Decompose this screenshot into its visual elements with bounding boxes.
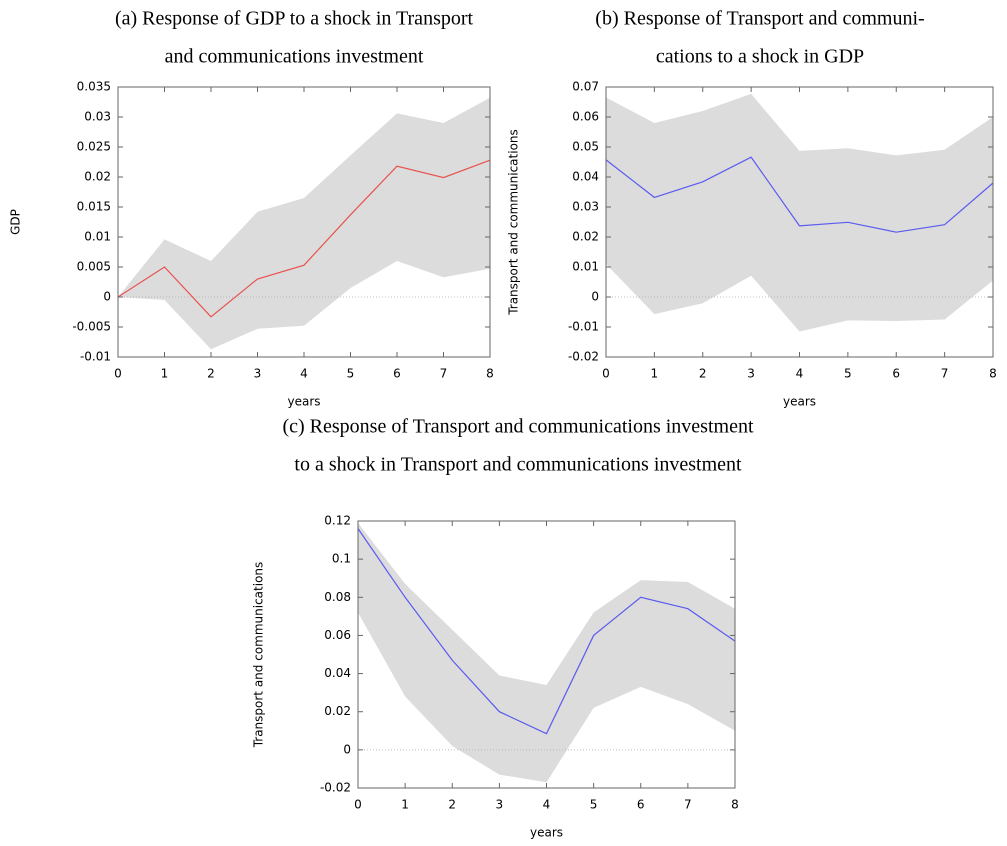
x-tick-label: 5 xyxy=(347,367,355,381)
irf-line xyxy=(357,528,736,735)
confidence-band xyxy=(606,93,993,332)
chart-caption: to a shock in Transport and communicatio… xyxy=(294,454,742,476)
x-tick-label: 1 xyxy=(651,367,659,381)
y-tick-label: 0.015 xyxy=(77,200,111,214)
y-tick-label: 0.06 xyxy=(572,110,599,124)
y-tick-label: 0.03 xyxy=(572,200,599,214)
x-tick-label: 0 xyxy=(114,367,122,381)
x-tick-label: 4 xyxy=(796,367,804,381)
y-tick-label: 0.02 xyxy=(84,170,111,184)
x-tick-label: 7 xyxy=(941,367,949,381)
x-tick-label: 8 xyxy=(486,367,494,381)
y-tick-label: -0.01 xyxy=(568,320,599,334)
y-tick-label: 0.12 xyxy=(324,514,351,528)
y-tick-label: 0.08 xyxy=(324,590,351,604)
y-tick-label: 0 xyxy=(591,290,599,304)
x-axis-label: years xyxy=(530,826,563,840)
x-tick-label: 3 xyxy=(254,367,262,381)
y-tick-label: 0.005 xyxy=(77,260,111,274)
x-tick-label: 2 xyxy=(207,367,215,381)
chart-caption: (c) Response of Transport and communicat… xyxy=(282,416,753,438)
x-tick-label: 4 xyxy=(543,798,551,812)
y-tick-label: 0.02 xyxy=(324,704,351,718)
confidence-band xyxy=(118,97,490,350)
irf-line xyxy=(605,156,994,233)
x-tick-label: 7 xyxy=(440,367,448,381)
x-tick-label: 0 xyxy=(354,798,362,812)
y-tick-label: 0.1 xyxy=(332,552,351,566)
x-tick-label: 8 xyxy=(731,798,739,812)
y-tick-label: 0.01 xyxy=(572,260,599,274)
y-tick-label: 0.025 xyxy=(77,140,111,154)
y-tick-label: -0.02 xyxy=(568,350,599,364)
x-tick-label: 2 xyxy=(448,798,456,812)
y-tick-label: 0.07 xyxy=(572,80,599,94)
x-tick-label: 5 xyxy=(590,798,598,812)
x-tick-label: 0 xyxy=(602,367,610,381)
chart-caption: and communications investment xyxy=(165,46,424,68)
y-axis-label: GDP xyxy=(9,209,23,235)
x-tick-label: 3 xyxy=(496,798,504,812)
y-tick-label: -0.005 xyxy=(72,320,111,334)
irf-line xyxy=(117,159,491,318)
chart-caption: (b) Response of Transport and communi- xyxy=(595,8,924,30)
x-axis-label: years xyxy=(783,395,816,409)
y-tick-label: 0.01 xyxy=(84,230,111,244)
y-tick-label: 0.03 xyxy=(84,110,111,124)
x-tick-label: 1 xyxy=(401,798,409,812)
y-tick-label: 0.04 xyxy=(324,666,351,680)
x-tick-label: 6 xyxy=(393,367,401,381)
x-tick-label: 6 xyxy=(637,798,645,812)
chart-caption: cations to a shock in GDP xyxy=(656,46,864,68)
x-tick-label: 5 xyxy=(844,367,852,381)
y-tick-label: 0.06 xyxy=(324,628,351,642)
x-tick-label: 6 xyxy=(892,367,900,381)
x-tick-label: 8 xyxy=(989,367,997,381)
y-tick-label: -0.01 xyxy=(80,350,111,364)
x-tick-label: 2 xyxy=(699,367,707,381)
y-tick-label: 0.035 xyxy=(77,80,111,94)
y-axis-label: Transport and communications xyxy=(252,562,266,749)
y-tick-label: 0 xyxy=(103,290,111,304)
chart-caption: (a) Response of GDP to a shock in Transp… xyxy=(115,8,474,30)
y-tick-label: 0.02 xyxy=(572,230,599,244)
confidence-band xyxy=(358,522,735,783)
y-tick-label: 0 xyxy=(343,742,351,756)
y-tick-label: -0.02 xyxy=(320,781,351,795)
x-tick-label: 4 xyxy=(300,367,308,381)
y-tick-label: 0.04 xyxy=(572,170,599,184)
y-axis-label: Transport and communications xyxy=(507,129,521,316)
x-axis-label: years xyxy=(287,395,320,409)
x-tick-label: 7 xyxy=(684,798,692,812)
x-tick-label: 3 xyxy=(747,367,755,381)
y-tick-label: 0.05 xyxy=(572,140,599,154)
x-tick-label: 1 xyxy=(161,367,169,381)
